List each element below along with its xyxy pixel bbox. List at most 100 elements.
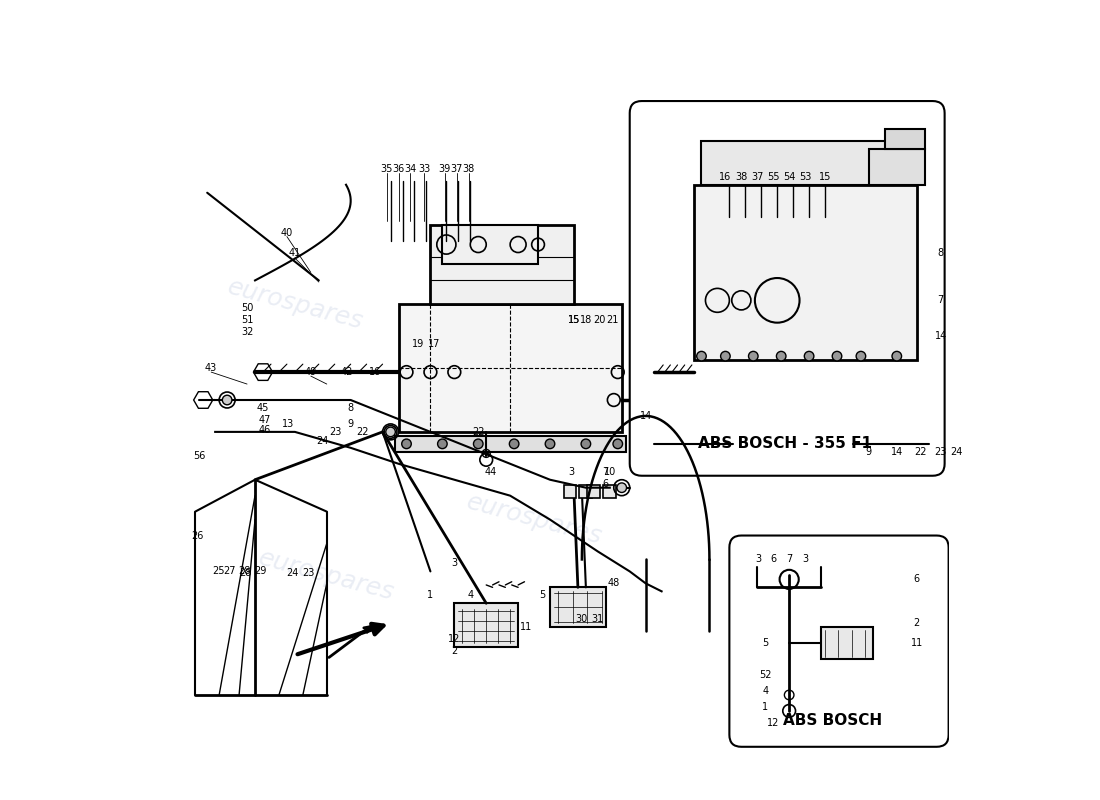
- Circle shape: [402, 439, 411, 449]
- Circle shape: [892, 351, 902, 361]
- Text: eurospares: eurospares: [256, 546, 397, 605]
- Bar: [395, 436, 626, 452]
- Text: 15: 15: [818, 172, 832, 182]
- Text: 56: 56: [192, 451, 206, 461]
- Bar: [604, 486, 616, 498]
- Text: 37: 37: [451, 164, 463, 174]
- Text: 44: 44: [484, 466, 496, 477]
- Text: 9: 9: [348, 419, 354, 429]
- Text: 26: 26: [191, 530, 204, 541]
- Text: 2: 2: [451, 646, 458, 656]
- Text: 30: 30: [575, 614, 589, 624]
- Text: 28: 28: [240, 568, 252, 578]
- Circle shape: [833, 351, 842, 361]
- Circle shape: [720, 351, 730, 361]
- Text: 8: 8: [937, 247, 944, 258]
- Text: 41: 41: [289, 247, 301, 258]
- Text: 49: 49: [305, 367, 317, 377]
- Circle shape: [509, 439, 519, 449]
- Bar: [580, 486, 592, 498]
- Bar: [398, 304, 622, 432]
- Text: 14: 14: [935, 331, 947, 342]
- Text: 6: 6: [914, 574, 920, 584]
- Text: 28: 28: [239, 566, 251, 577]
- Circle shape: [581, 439, 591, 449]
- Text: 14: 14: [891, 447, 903, 457]
- Text: 18: 18: [580, 315, 592, 326]
- Circle shape: [613, 439, 623, 449]
- Text: 3: 3: [802, 554, 808, 565]
- Text: ABS BOSCH: ABS BOSCH: [783, 713, 882, 728]
- Text: 23: 23: [302, 568, 315, 578]
- Text: 50: 50: [241, 303, 253, 314]
- Text: 19: 19: [412, 339, 425, 349]
- Text: 37: 37: [751, 172, 763, 182]
- Text: 20: 20: [593, 315, 606, 326]
- Circle shape: [777, 351, 786, 361]
- Text: 29: 29: [254, 566, 267, 577]
- Text: 22: 22: [356, 427, 369, 437]
- Text: 7: 7: [786, 554, 792, 565]
- Circle shape: [748, 351, 758, 361]
- Text: 13: 13: [283, 419, 295, 429]
- Circle shape: [222, 395, 232, 405]
- Text: 23: 23: [935, 447, 947, 457]
- FancyBboxPatch shape: [729, 535, 948, 746]
- Text: 40: 40: [280, 227, 293, 238]
- Bar: [550, 587, 606, 627]
- Text: 15: 15: [568, 315, 580, 326]
- Text: 16: 16: [719, 172, 732, 182]
- Text: 47: 47: [258, 415, 271, 425]
- Text: 52: 52: [759, 670, 771, 680]
- Bar: [587, 486, 601, 498]
- Text: 4: 4: [762, 686, 768, 696]
- Bar: [454, 603, 518, 647]
- Circle shape: [696, 351, 706, 361]
- Bar: [430, 225, 574, 304]
- Text: 9: 9: [866, 447, 872, 457]
- Text: 21: 21: [606, 315, 618, 326]
- Text: eurospares: eurospares: [224, 274, 365, 334]
- Text: 24: 24: [317, 437, 329, 446]
- Text: 54: 54: [783, 172, 795, 182]
- Text: 4: 4: [468, 590, 473, 600]
- Circle shape: [804, 351, 814, 361]
- Text: 14: 14: [639, 411, 652, 421]
- Text: 51: 51: [241, 315, 253, 326]
- Text: 27: 27: [223, 566, 235, 577]
- Bar: [693, 185, 916, 360]
- Text: 2: 2: [914, 618, 920, 628]
- Text: 24: 24: [950, 447, 962, 457]
- Text: 6: 6: [603, 478, 609, 489]
- Text: 34: 34: [405, 164, 417, 174]
- Text: 12: 12: [448, 634, 461, 644]
- Text: 1: 1: [762, 702, 768, 712]
- Text: 10: 10: [604, 466, 616, 477]
- Circle shape: [438, 439, 448, 449]
- Circle shape: [386, 427, 395, 437]
- Text: 36: 36: [393, 164, 405, 174]
- Text: 39: 39: [439, 164, 451, 174]
- Text: 35: 35: [381, 164, 393, 174]
- Bar: [869, 149, 925, 185]
- Text: 32: 32: [241, 327, 253, 338]
- Text: ABS BOSCH - 355 F1: ABS BOSCH - 355 F1: [698, 436, 872, 451]
- FancyBboxPatch shape: [629, 101, 945, 476]
- Text: 31: 31: [592, 614, 604, 624]
- Text: 24: 24: [286, 568, 299, 578]
- Text: 22: 22: [914, 447, 927, 457]
- Circle shape: [473, 439, 483, 449]
- Text: 11: 11: [520, 622, 532, 632]
- Bar: [884, 129, 925, 149]
- Text: 23: 23: [329, 427, 342, 437]
- Bar: [702, 141, 893, 185]
- Text: 17: 17: [428, 339, 441, 349]
- Text: 38: 38: [463, 164, 475, 174]
- Text: 6: 6: [770, 554, 777, 565]
- Text: 33: 33: [418, 164, 430, 174]
- Text: 46: 46: [258, 426, 271, 435]
- Bar: [563, 486, 576, 498]
- Text: 12: 12: [767, 718, 780, 728]
- Circle shape: [856, 351, 866, 361]
- Circle shape: [546, 439, 554, 449]
